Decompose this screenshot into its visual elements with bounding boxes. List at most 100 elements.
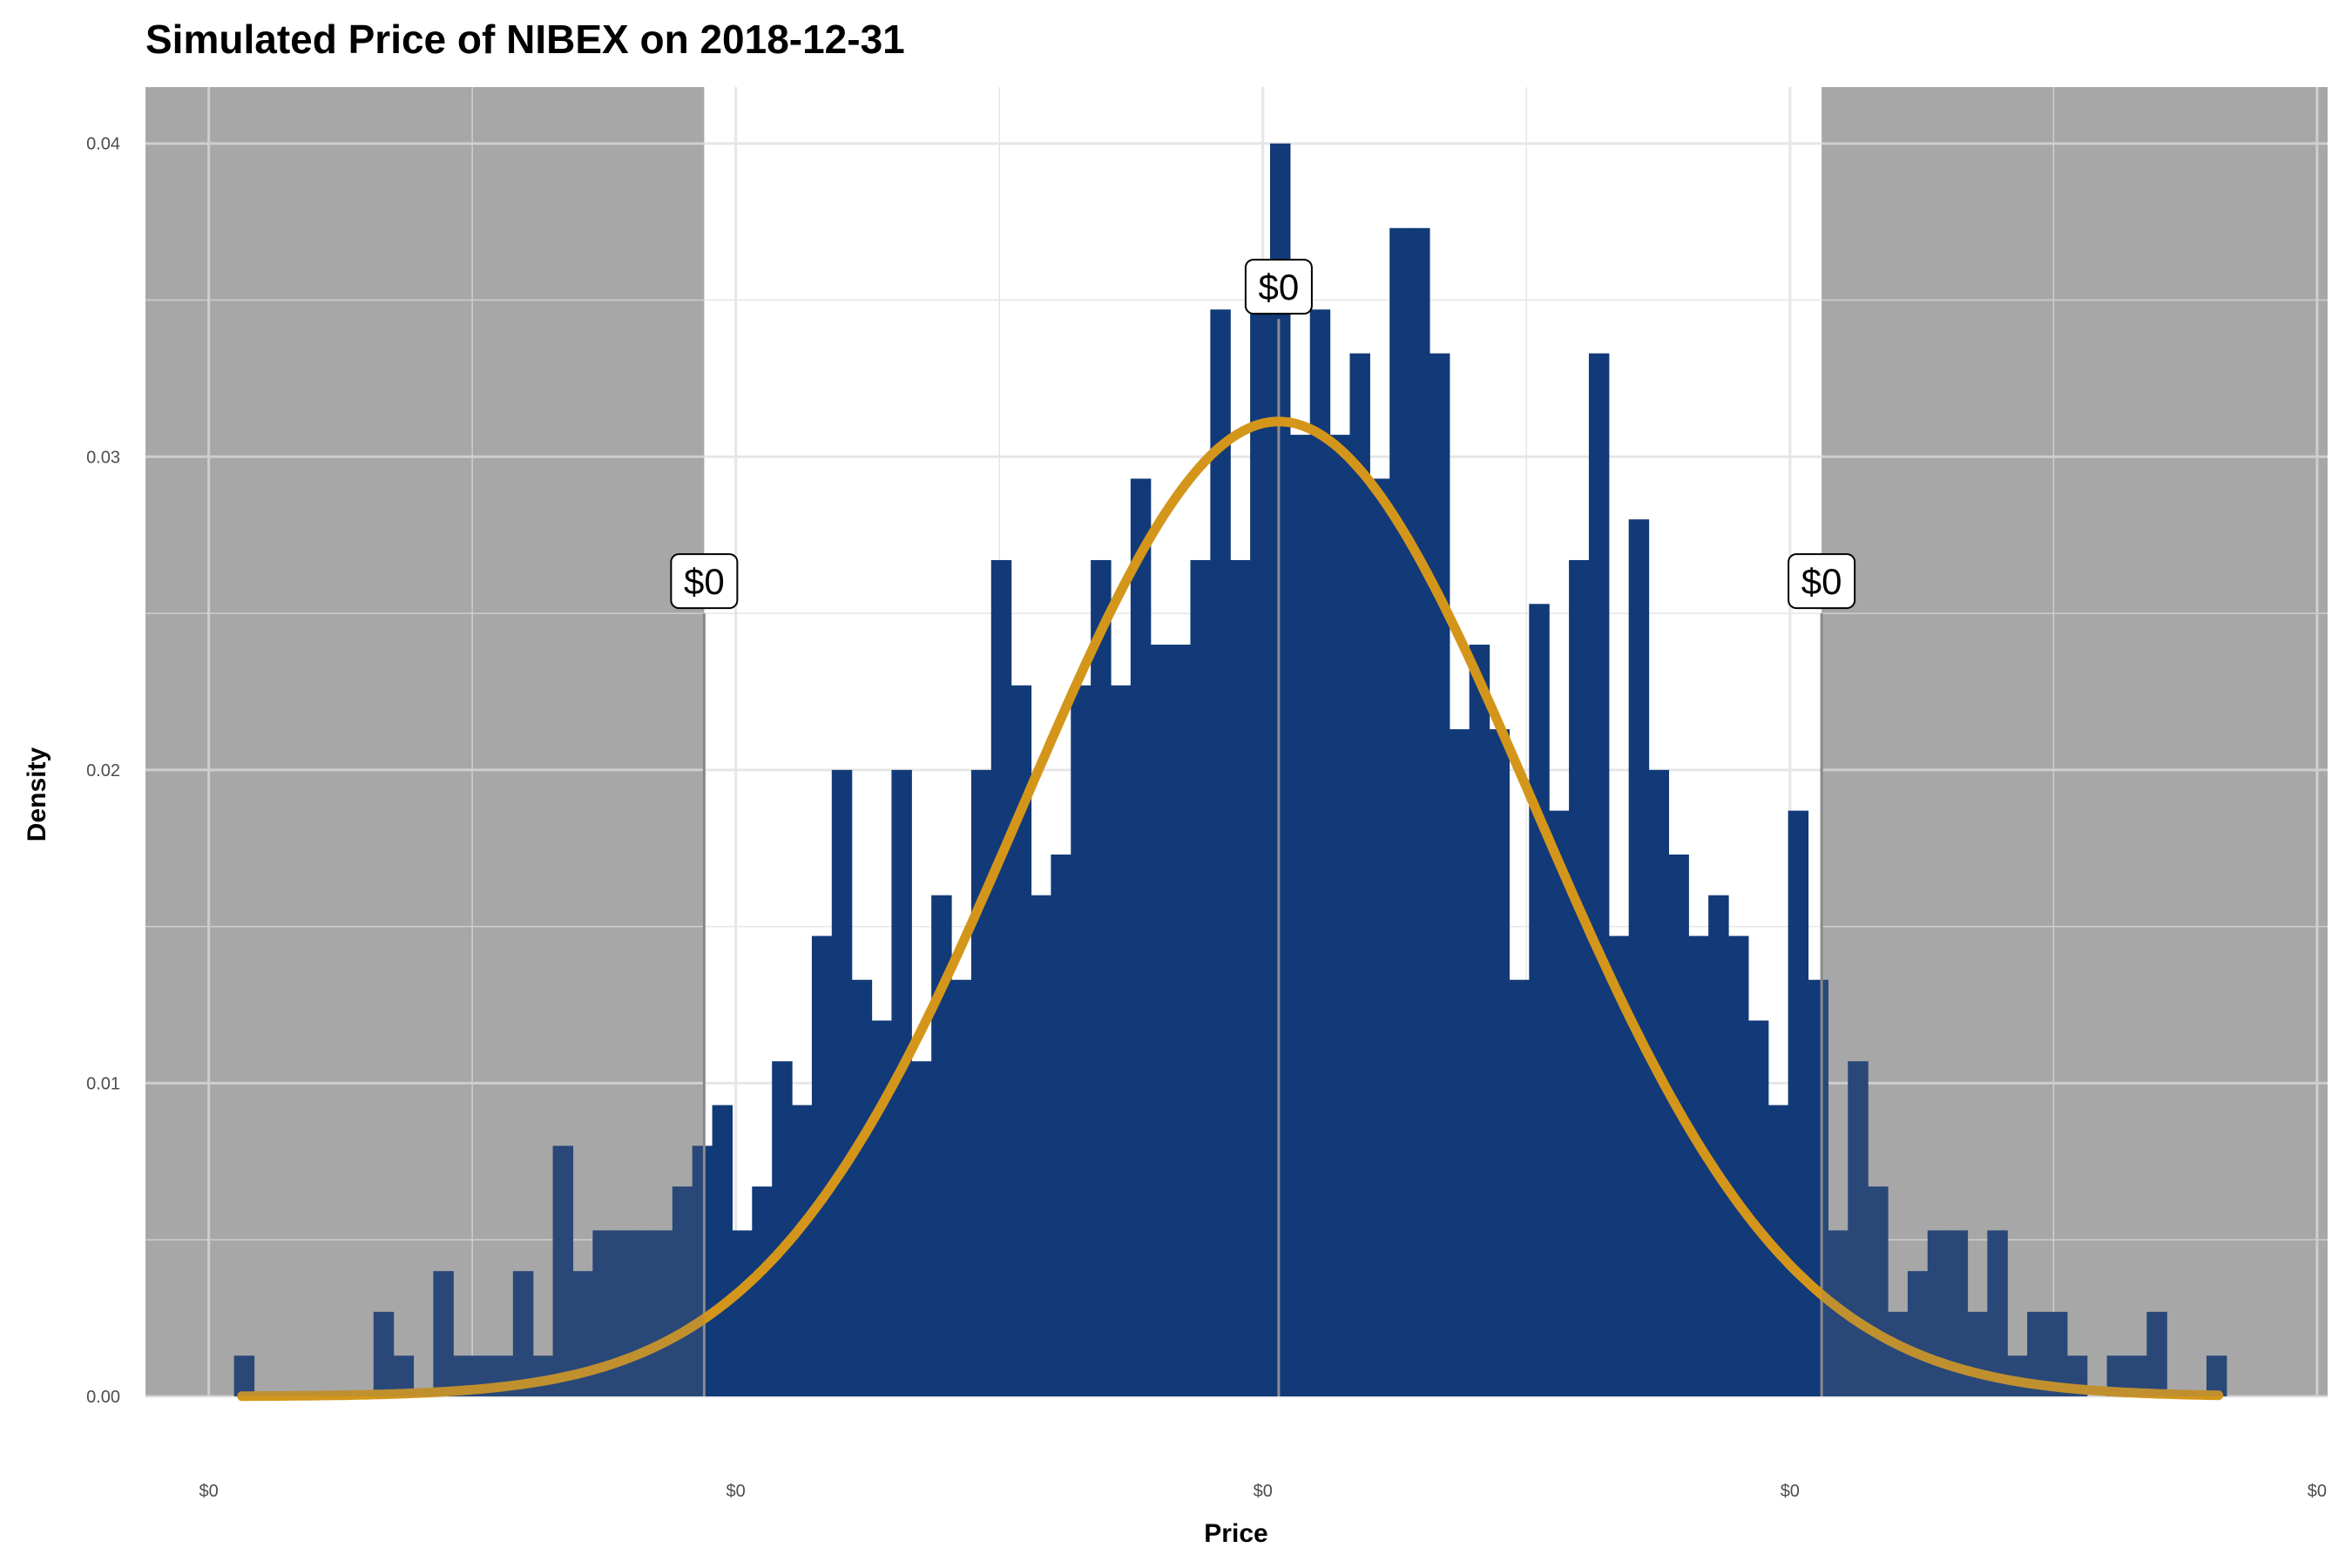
histogram-bar (752, 1186, 773, 1396)
histogram-bar (1529, 604, 1550, 1396)
annotation-lines (702, 319, 1823, 1396)
shaded-overlay (145, 87, 2328, 1396)
histogram-bar (1091, 559, 1112, 1396)
histogram-bar (652, 1230, 673, 1396)
annotation-text: $0 (1801, 561, 1842, 602)
annotation-label: $0 (1244, 259, 1313, 315)
histogram-bar (951, 979, 972, 1396)
shaded-overlay-region (1821, 87, 2328, 1396)
histogram-bar (1449, 729, 1470, 1396)
y-axis-title: Density (23, 747, 51, 842)
histogram-bar (1608, 936, 1630, 1396)
histogram-bar (393, 1355, 415, 1396)
y-tick-label: 0.02 (86, 761, 120, 781)
histogram-bar (1369, 478, 1390, 1397)
x-tick-label: $0 (727, 1482, 746, 1501)
histogram-bar (712, 1105, 733, 1396)
histogram-bar (1509, 979, 1530, 1396)
histogram-bar (1150, 645, 1172, 1396)
annotation-labels: $0 $0 $0 (670, 259, 1856, 610)
annotation-box (1244, 259, 1313, 315)
histogram-bar (1210, 309, 1231, 1397)
histogram-bar (990, 559, 1012, 1396)
annotation-box (1788, 553, 1856, 610)
histogram-bar (871, 1020, 893, 1396)
x-tick-label: $0 (1254, 1482, 1273, 1501)
histogram-bar (1289, 435, 1311, 1396)
shaded-region (145, 87, 705, 1396)
histogram-bar (572, 1271, 593, 1396)
x-tick-label: $0 (199, 1482, 218, 1501)
histogram-bar (1549, 810, 1570, 1396)
histogram-bar (1111, 685, 1132, 1396)
x-tick-label: $0 (1781, 1482, 1800, 1501)
histogram-bar (1071, 685, 1092, 1396)
normal-curve-path (237, 416, 2224, 1402)
y-tick-label: 0.00 (86, 1388, 120, 1407)
histogram-bar (552, 1146, 574, 1396)
y-axis-ticks: 0.00 0.01 0.02 0.03 0.04 (86, 135, 120, 1407)
histogram-bar (2126, 1355, 2147, 1396)
histogram-bar (1250, 309, 1271, 1397)
histogram-bar (831, 769, 853, 1396)
histogram-bar (911, 1061, 932, 1396)
x-axis-ticks: $0 $0 $0 $0 $0 (199, 1482, 2327, 1501)
histogram-bar (1947, 1230, 1969, 1396)
histogram-bar (2106, 1355, 2128, 1396)
histogram-bar (373, 1311, 395, 1396)
histogram-bar (931, 895, 952, 1396)
x-tick-label: $0 (2308, 1482, 2327, 1501)
histogram-bar (1907, 1271, 1929, 1396)
histogram-bar (1409, 227, 1430, 1397)
histogram-bar (970, 769, 992, 1396)
histogram-bar (1728, 936, 1749, 1396)
shaded-region (1821, 87, 2328, 1396)
histogram-bar (1489, 729, 1511, 1396)
shaded-regions (145, 87, 2328, 1396)
normal-curve (237, 416, 2224, 1402)
y-tick-label: 0.04 (86, 135, 120, 154)
histogram-bar (772, 1061, 793, 1396)
histogram-bar (1269, 143, 1291, 1396)
histogram-bar (692, 1146, 713, 1396)
histogram-bar (1788, 810, 1809, 1396)
histogram-bar (851, 979, 873, 1396)
histogram-bar (1747, 1020, 1769, 1396)
histogram-bar (1051, 854, 1071, 1396)
shaded-overlay-region (145, 87, 705, 1396)
histogram-bar (891, 769, 912, 1396)
y-tick-label: 0.01 (86, 1074, 120, 1093)
histogram-bar (2027, 1311, 2048, 1396)
histogram-bar (1628, 519, 1650, 1396)
chart-title: Simulated Price of NIBEX on 2018-12-31 (145, 17, 905, 62)
histogram-bar (1031, 895, 1051, 1396)
histogram-bar (433, 1271, 454, 1396)
histogram-bar (1888, 1311, 1909, 1396)
histogram-bar (1230, 559, 1251, 1396)
histogram-bar (233, 1355, 255, 1396)
histogram-bar (732, 1230, 753, 1396)
annotation-text: $0 (684, 561, 725, 602)
histogram-bar (592, 1230, 613, 1396)
histogram-bar (1708, 895, 1729, 1396)
histogram-bar (792, 1105, 813, 1396)
x-axis-title: Price (1204, 1519, 1267, 1548)
annotation-box (670, 553, 739, 610)
histogram-bar (1309, 309, 1331, 1397)
histogram-bar (1389, 227, 1410, 1397)
histogram-bar (2146, 1311, 2167, 1396)
histogram-bar (512, 1271, 534, 1396)
histogram-bar (1868, 1186, 1889, 1396)
histogram-bar (1848, 1061, 1869, 1396)
histogram-bar (1668, 854, 1689, 1396)
y-tick-label: 0.03 (86, 448, 120, 467)
histogram-bar (1429, 353, 1450, 1396)
histogram-bar (2046, 1311, 2068, 1396)
histogram-bar (1987, 1230, 2008, 1396)
histogram-bar (1170, 645, 1192, 1396)
annotation-label: $0 (670, 553, 739, 610)
annotation-label: $0 (1788, 553, 1856, 610)
histogram-bar (1329, 435, 1351, 1396)
annotation-text: $0 (1259, 267, 1300, 308)
